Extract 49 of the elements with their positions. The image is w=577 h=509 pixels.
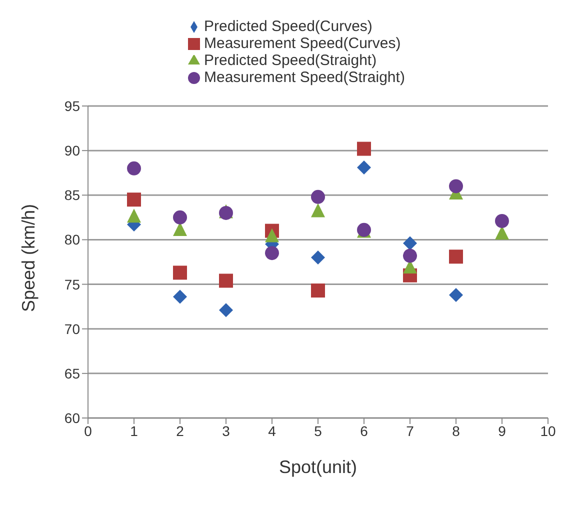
- y-tick-label: 85: [64, 187, 80, 204]
- point: [495, 214, 509, 228]
- point: [357, 142, 371, 156]
- x-tick-label: 4: [268, 422, 276, 439]
- y-tick-label: 75: [64, 276, 80, 292]
- y-tick-label: 60: [64, 410, 80, 426]
- x-tick-label: 2: [176, 422, 184, 439]
- x-tick-label: 0: [84, 422, 92, 439]
- point: [173, 222, 187, 236]
- point: [265, 228, 279, 242]
- legend-label: Predicted Speed(Straight): [204, 52, 377, 69]
- x-tick-label: 5: [314, 422, 322, 439]
- point: [127, 208, 141, 223]
- point: [403, 248, 417, 263]
- point: [265, 246, 279, 260]
- point: [173, 210, 187, 224]
- legend-label: Measurement Speed(Straight): [204, 69, 405, 86]
- point: [449, 288, 463, 302]
- point: [311, 190, 325, 204]
- point: [173, 266, 187, 280]
- x-tick-label: 6: [360, 422, 368, 439]
- x-tick-label: 1: [130, 422, 138, 439]
- point: [311, 284, 325, 298]
- x-tick-label: 10: [540, 422, 556, 439]
- y-tick-label: 80: [64, 232, 80, 248]
- point: [311, 250, 325, 265]
- point: [127, 161, 141, 176]
- point: [173, 290, 187, 304]
- point: [219, 303, 233, 318]
- x-tick-label: 7: [406, 422, 414, 439]
- legend-label: Measurement Speed(Curves): [204, 35, 401, 52]
- point: [495, 226, 509, 240]
- legend-label: Predicted Speed(Curves): [204, 18, 372, 35]
- point: [449, 179, 463, 194]
- y-tick-label: 95: [64, 98, 80, 114]
- x-tick-label: 8: [452, 422, 460, 439]
- y-tick-label: 70: [64, 320, 80, 337]
- point: [127, 192, 141, 207]
- point: [449, 250, 463, 264]
- y-tick-label: 90: [64, 142, 80, 159]
- x-axis-title: Spot(unit): [278, 457, 358, 477]
- x-tick-label: 3: [222, 422, 230, 439]
- point: [357, 160, 371, 175]
- point: [311, 203, 325, 218]
- y-tick-label: 65: [64, 365, 80, 382]
- point: [403, 236, 417, 250]
- point: [219, 274, 233, 288]
- y-axis-title: Speed (km/h): [18, 204, 38, 312]
- x-tick-label: 9: [498, 422, 506, 439]
